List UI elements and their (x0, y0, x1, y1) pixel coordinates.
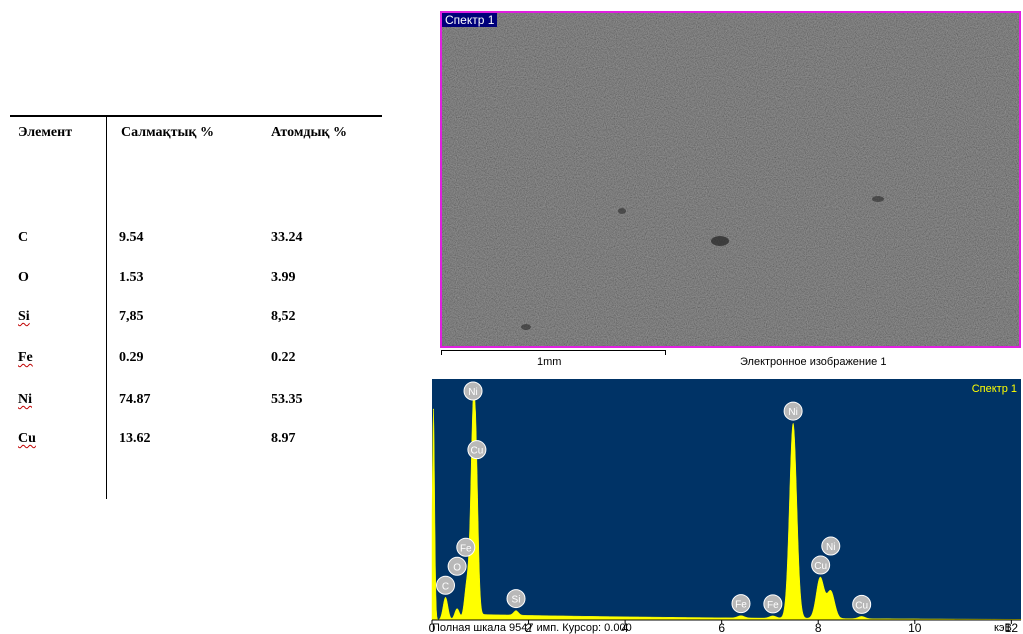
peak-label-text: O (453, 562, 461, 573)
row-element: Ni (18, 392, 32, 407)
peak-label-text: Fe (460, 543, 472, 554)
header-element: Элемент (18, 125, 73, 140)
header-atomic-percent: Атомдық % (271, 125, 347, 140)
row-weight: 1.53 (119, 270, 144, 285)
peak-label-text: Cu (855, 600, 868, 611)
peak-label-text: Cu (471, 446, 484, 457)
x-tick-label: 2 (525, 621, 532, 634)
peak-label-badge (763, 594, 783, 614)
peak-label-text: Fe (735, 600, 747, 611)
row-atomic: 33.24 (271, 230, 303, 245)
peak-label-text: Ni (468, 387, 477, 398)
row-element: Fe (18, 350, 33, 365)
x-tick-label: 12 (1005, 621, 1019, 634)
row-atomic: 8.97 (271, 431, 296, 446)
peak-label-badge (783, 401, 803, 421)
row-element: Si (18, 309, 30, 324)
peak-label-text: Fe (767, 600, 779, 611)
peak-label-text: C (442, 581, 449, 592)
peak-label-badge (447, 556, 467, 576)
sem-texture (442, 13, 1019, 346)
peak-label-badge (731, 594, 751, 614)
x-tick-label: 4 (622, 621, 629, 634)
row-atomic: 0.22 (271, 350, 296, 365)
peak-label-badge (811, 555, 831, 575)
peak-label-text: Ni (826, 542, 835, 553)
row-atomic: 3.99 (271, 270, 296, 285)
scale-bar-text: 1mm (537, 356, 562, 368)
header-weight-percent: Салмақтық % (121, 125, 214, 140)
sem-image-caption: Электронное изображение 1 (740, 356, 887, 368)
peak-label-badge (821, 536, 841, 556)
peak-label-badge (456, 537, 476, 557)
scale-bar (441, 350, 666, 355)
row-element: O (18, 270, 29, 285)
table-column-divider (106, 117, 107, 499)
spectrum-title: Спектр 1 (972, 383, 1017, 395)
peak-label-badge (467, 440, 487, 460)
peak-label-badge (852, 594, 872, 614)
status-full-scale: Полная шкала 9547 имп. Курсор: 0.000 (432, 622, 632, 634)
x-tick-label: 10 (908, 621, 922, 634)
peak-label-badge (436, 575, 456, 595)
plot-background (432, 379, 1021, 620)
row-atomic: 53.35 (271, 392, 303, 407)
peak-label-text: Si (512, 595, 521, 606)
row-weight: 74.87 (119, 392, 151, 407)
row-weight: 9.54 (119, 230, 144, 245)
row-weight: 13.62 (119, 431, 151, 446)
row-element: Cu (18, 431, 36, 446)
peak-label-badge (463, 381, 483, 401)
peak-label-text: Cu (814, 561, 827, 572)
table-top-rule (10, 115, 382, 117)
peak-label-text: Ni (788, 407, 797, 418)
x-tick-label: 0 (429, 621, 436, 634)
status-unit: кэВ (994, 622, 1012, 634)
peak-label-badge (506, 589, 526, 609)
row-element: C (18, 230, 29, 245)
x-tick-label: 6 (718, 621, 725, 634)
row-atomic: 8,52 (271, 309, 296, 324)
spectrum-area (431, 392, 1022, 621)
row-weight: 0.29 (119, 350, 144, 365)
sem-electron-image: Спектр 1 (440, 11, 1021, 348)
sem-spectrum-label: Спектр 1 (442, 13, 498, 27)
x-tick-label: 8 (815, 621, 822, 634)
element-composition-table: Элемент Салмақтық % Атомдық % C 9.54 33.… (0, 0, 400, 634)
row-weight: 7,85 (119, 309, 144, 324)
